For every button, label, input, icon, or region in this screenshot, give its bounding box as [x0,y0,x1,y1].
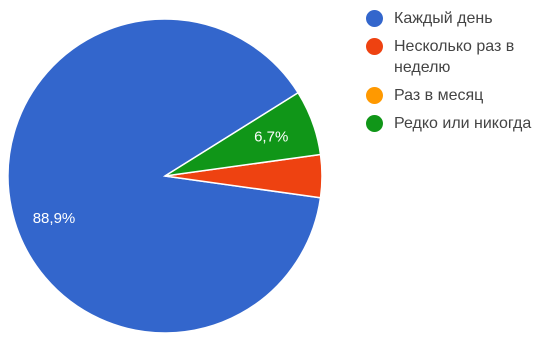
pie-slice-value-label: 6,7% [254,128,288,145]
legend-label: Каждый день [394,10,493,27]
legend-label: Редко или никогда [394,115,532,132]
legend-label: Несколько раз в неделю [394,38,515,76]
pie-slices [7,18,323,334]
legend-item-every-day[interactable]: Каждый день [366,8,552,29]
pie-slice-rarely-never[interactable] [164,91,322,177]
pie-slice-value-label: 88,9% [33,210,76,227]
legend-label: Раз в месяц [394,87,484,104]
legend-item-once-month[interactable]: Раз в месяц [366,85,552,106]
legend-swatch-icon [366,10,383,27]
legend-item-several-times-week[interactable]: Несколько раз в неделю [366,36,552,78]
legend-item-rarely-never[interactable]: Редко или никогда [366,113,552,134]
legend-swatch-icon [366,87,383,104]
pie-slice-labels: 88,9% 6,7% [33,128,289,227]
pie-slice-every-day[interactable] [7,18,322,334]
legend-swatch-icon [366,115,383,132]
legend-swatch-icon [366,38,383,55]
legend: Каждый день Несколько раз в неделю Раз в… [366,8,552,141]
